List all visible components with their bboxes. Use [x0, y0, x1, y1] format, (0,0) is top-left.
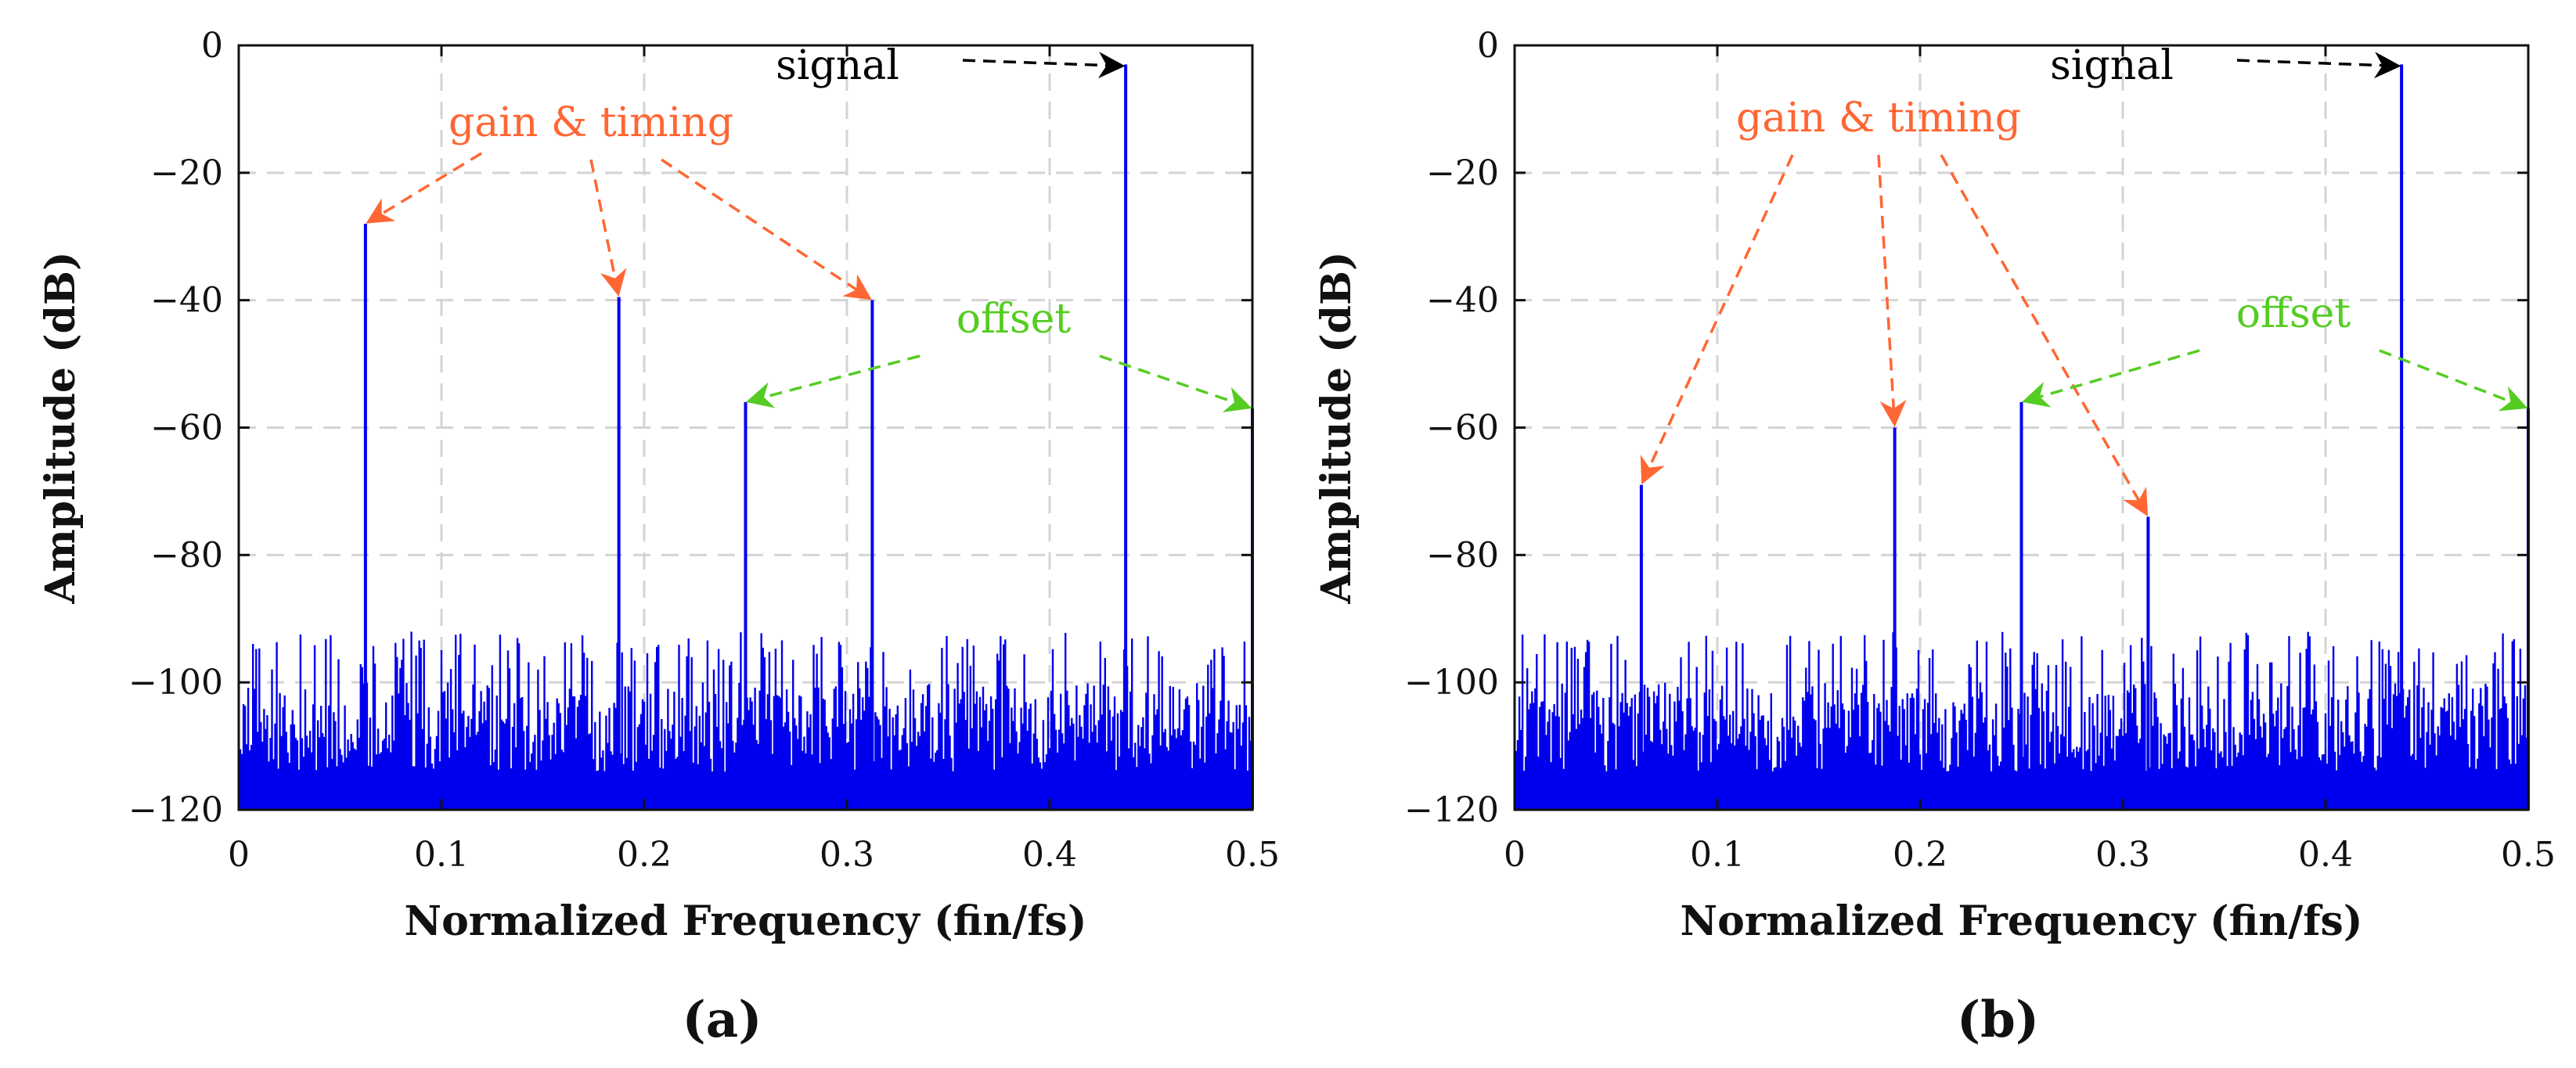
annotation-arrow: [2236, 52, 2401, 79]
x-tick-label: 0.5: [1225, 835, 1280, 875]
x-tick-label: 0.5: [2501, 835, 2556, 875]
y-tick-label: −60: [150, 408, 223, 448]
y-tick-label: 0: [1477, 26, 1499, 66]
y-tick-label: −80: [1426, 535, 1499, 575]
x-tick-label: 0.4: [2298, 835, 2353, 875]
x-tick-label: 0: [1504, 835, 1526, 875]
y-tick-label: −20: [150, 153, 223, 193]
grid: [239, 45, 1252, 810]
y-tick-label: −120: [1404, 790, 1499, 830]
annotation-label: gain & timing: [1736, 95, 2021, 142]
x-tick-label: 0.3: [820, 835, 874, 875]
x-tick-label: 0.3: [2095, 835, 2150, 875]
x-tick-label: 0.4: [1022, 835, 1077, 875]
annotation-signal: signal: [2050, 42, 2401, 89]
x-tick-label: 0.1: [1690, 835, 1745, 875]
annotation-label: gain & timing: [449, 99, 733, 146]
x-tick-label: 0: [228, 835, 250, 875]
chart-panel-a: 0 0.1 0.2 0.3 0.4 0.5 0 −20 −40 −60 −80 −100 −120 Nor…: [37, 26, 1280, 1049]
x-axis-label: Normalized Frequency (fin/fs): [1681, 897, 2363, 945]
annotation-gain-timing: gain & timing: [366, 99, 872, 300]
y-tick-label: −20: [1426, 153, 1499, 193]
y-tick-label: −80: [150, 535, 223, 575]
annotation-offset: offset: [746, 296, 1252, 412]
annotation-arrow: [1877, 154, 1907, 427]
y-tick-label: −40: [150, 281, 223, 321]
annotation-arrow: [661, 158, 872, 300]
y-tick-label: −40: [1426, 281, 1499, 321]
x-tick-label: 0.1: [414, 835, 469, 875]
annotation-gain-timing: gain & timing: [1640, 95, 2149, 516]
annotation-arrow: [1940, 154, 2149, 516]
chart-panel-b: 0 0.1 0.2 0.3 0.4 0.5 0 −20 −40 −60 −80 −100 −120 Nor…: [1313, 26, 2556, 1049]
annotation-arrow: [589, 159, 627, 297]
annotation-arrow: [1640, 154, 1794, 485]
y-tick-label: −60: [1426, 408, 1499, 448]
annotation-arrow: [366, 152, 482, 224]
annotation-arrow: [2022, 349, 2200, 408]
annotation-arrow: [1099, 354, 1252, 412]
annotation-arrow: [746, 354, 921, 408]
y-tick-label: −100: [128, 663, 223, 703]
y-tick-label: −100: [1404, 663, 1499, 703]
y-tick-label: 0: [201, 26, 223, 66]
grid: [1515, 45, 2528, 810]
annotation-label: signal: [776, 42, 899, 89]
x-axis-label: Normalized Frequency (fin/fs): [405, 897, 1087, 945]
panel-label: (b): [1957, 991, 2039, 1049]
y-axis-label: Amplitude (dB): [1313, 251, 1360, 604]
annotation-label: signal: [2050, 42, 2174, 89]
annotation-label: offset: [957, 296, 1072, 343]
annotation-label: offset: [2236, 290, 2351, 337]
y-tick-label: −120: [128, 790, 223, 830]
x-tick-label: 0.2: [617, 835, 672, 875]
x-tick-label: 0.2: [1893, 835, 1947, 875]
panel-label: (a): [682, 991, 762, 1049]
annotation-arrow: [962, 52, 1126, 79]
annotation-signal: signal: [776, 42, 1126, 89]
y-axis-label: Amplitude (dB): [37, 251, 85, 604]
annotation-offset: offset: [2022, 290, 2528, 412]
annotation-arrow: [2379, 349, 2528, 412]
